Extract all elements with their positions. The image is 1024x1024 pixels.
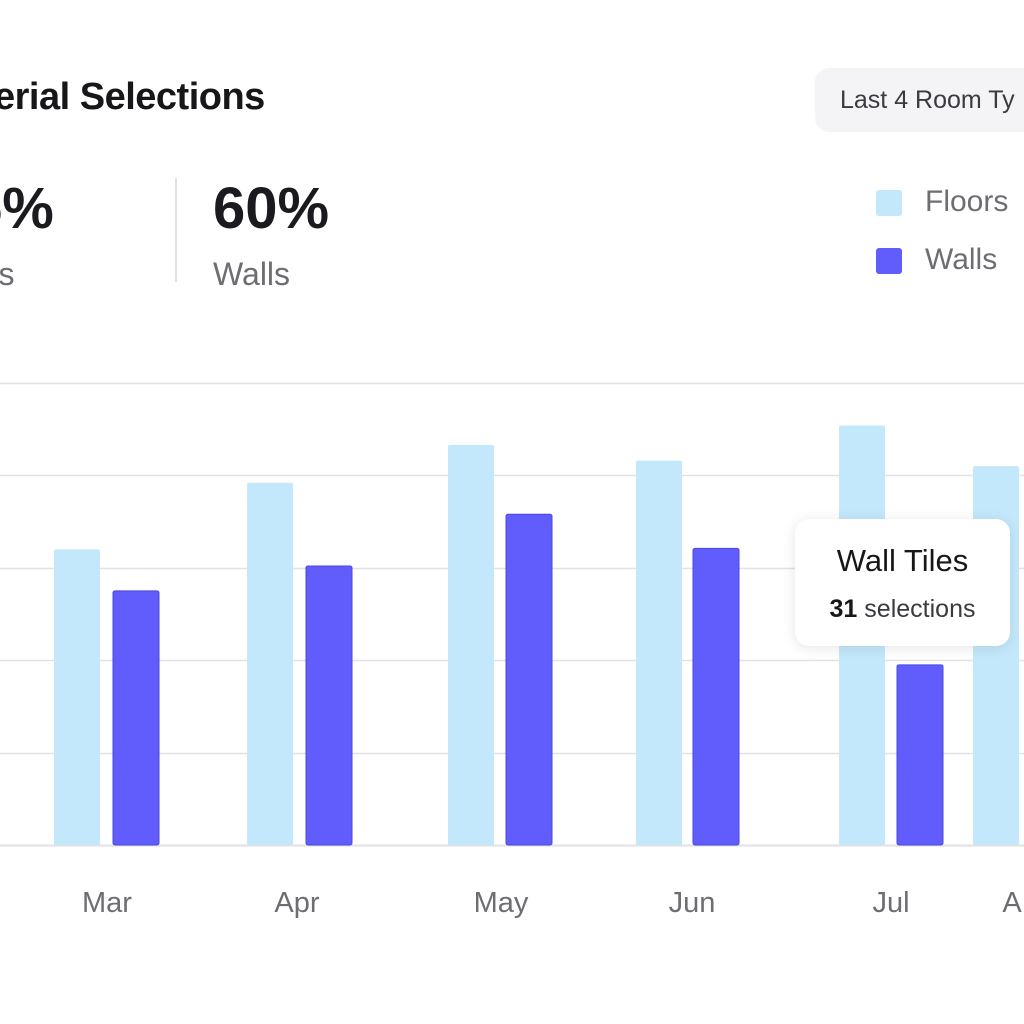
stat-floors: 5% ors [0, 176, 54, 292]
tooltip-detail: 31 selections [795, 595, 1010, 624]
stat-walls-label: Walls [213, 256, 291, 292]
x-tick-label-apr: Apr [274, 887, 319, 919]
x-tick-label-may: May [474, 887, 529, 919]
bar-walls-apr[interactable] [305, 565, 353, 846]
stat-floors-label: ors [0, 256, 15, 292]
x-tick-label-mar: Mar [82, 887, 132, 919]
tooltip-unit: selections [864, 595, 976, 623]
legend-label-floors: Floors [925, 185, 1009, 218]
bar-floors-jun[interactable] [636, 460, 682, 845]
bar-floors-mar[interactable] [54, 549, 100, 845]
bar-walls-mar[interactable] [112, 590, 160, 846]
stat-floors-value: 5% [0, 176, 54, 241]
bar-tooltip: Wall Tiles 31 selections [795, 519, 1010, 646]
range-select-label: Last 4 Room Ty [840, 86, 1015, 114]
bar-walls-jul[interactable] [896, 664, 944, 846]
x-tick-label-jul: Jul [872, 887, 909, 919]
bar-floors-may[interactable] [448, 444, 494, 845]
tooltip-title: Wall Tiles [836, 543, 969, 578]
stat-walls-value: 60% [213, 176, 330, 241]
bar-floors-apr[interactable] [247, 482, 293, 845]
x-tick-label-jun: Jun [669, 887, 716, 919]
legend-swatch-floors [876, 190, 902, 216]
bar-walls-may[interactable] [505, 513, 553, 846]
tooltip-count: 31 [829, 595, 858, 623]
legend-label-walls: Walls [925, 243, 998, 276]
stat-divider [175, 178, 177, 282]
range-select[interactable]: Last 4 Room Ty [815, 68, 1024, 132]
legend-swatch-walls [876, 248, 902, 274]
page-title: erial Selections [0, 76, 265, 118]
bar-walls-jun[interactable] [692, 547, 740, 846]
stat-walls: 60% Walls [213, 176, 330, 292]
x-tick-label-a: A [1002, 887, 1022, 919]
